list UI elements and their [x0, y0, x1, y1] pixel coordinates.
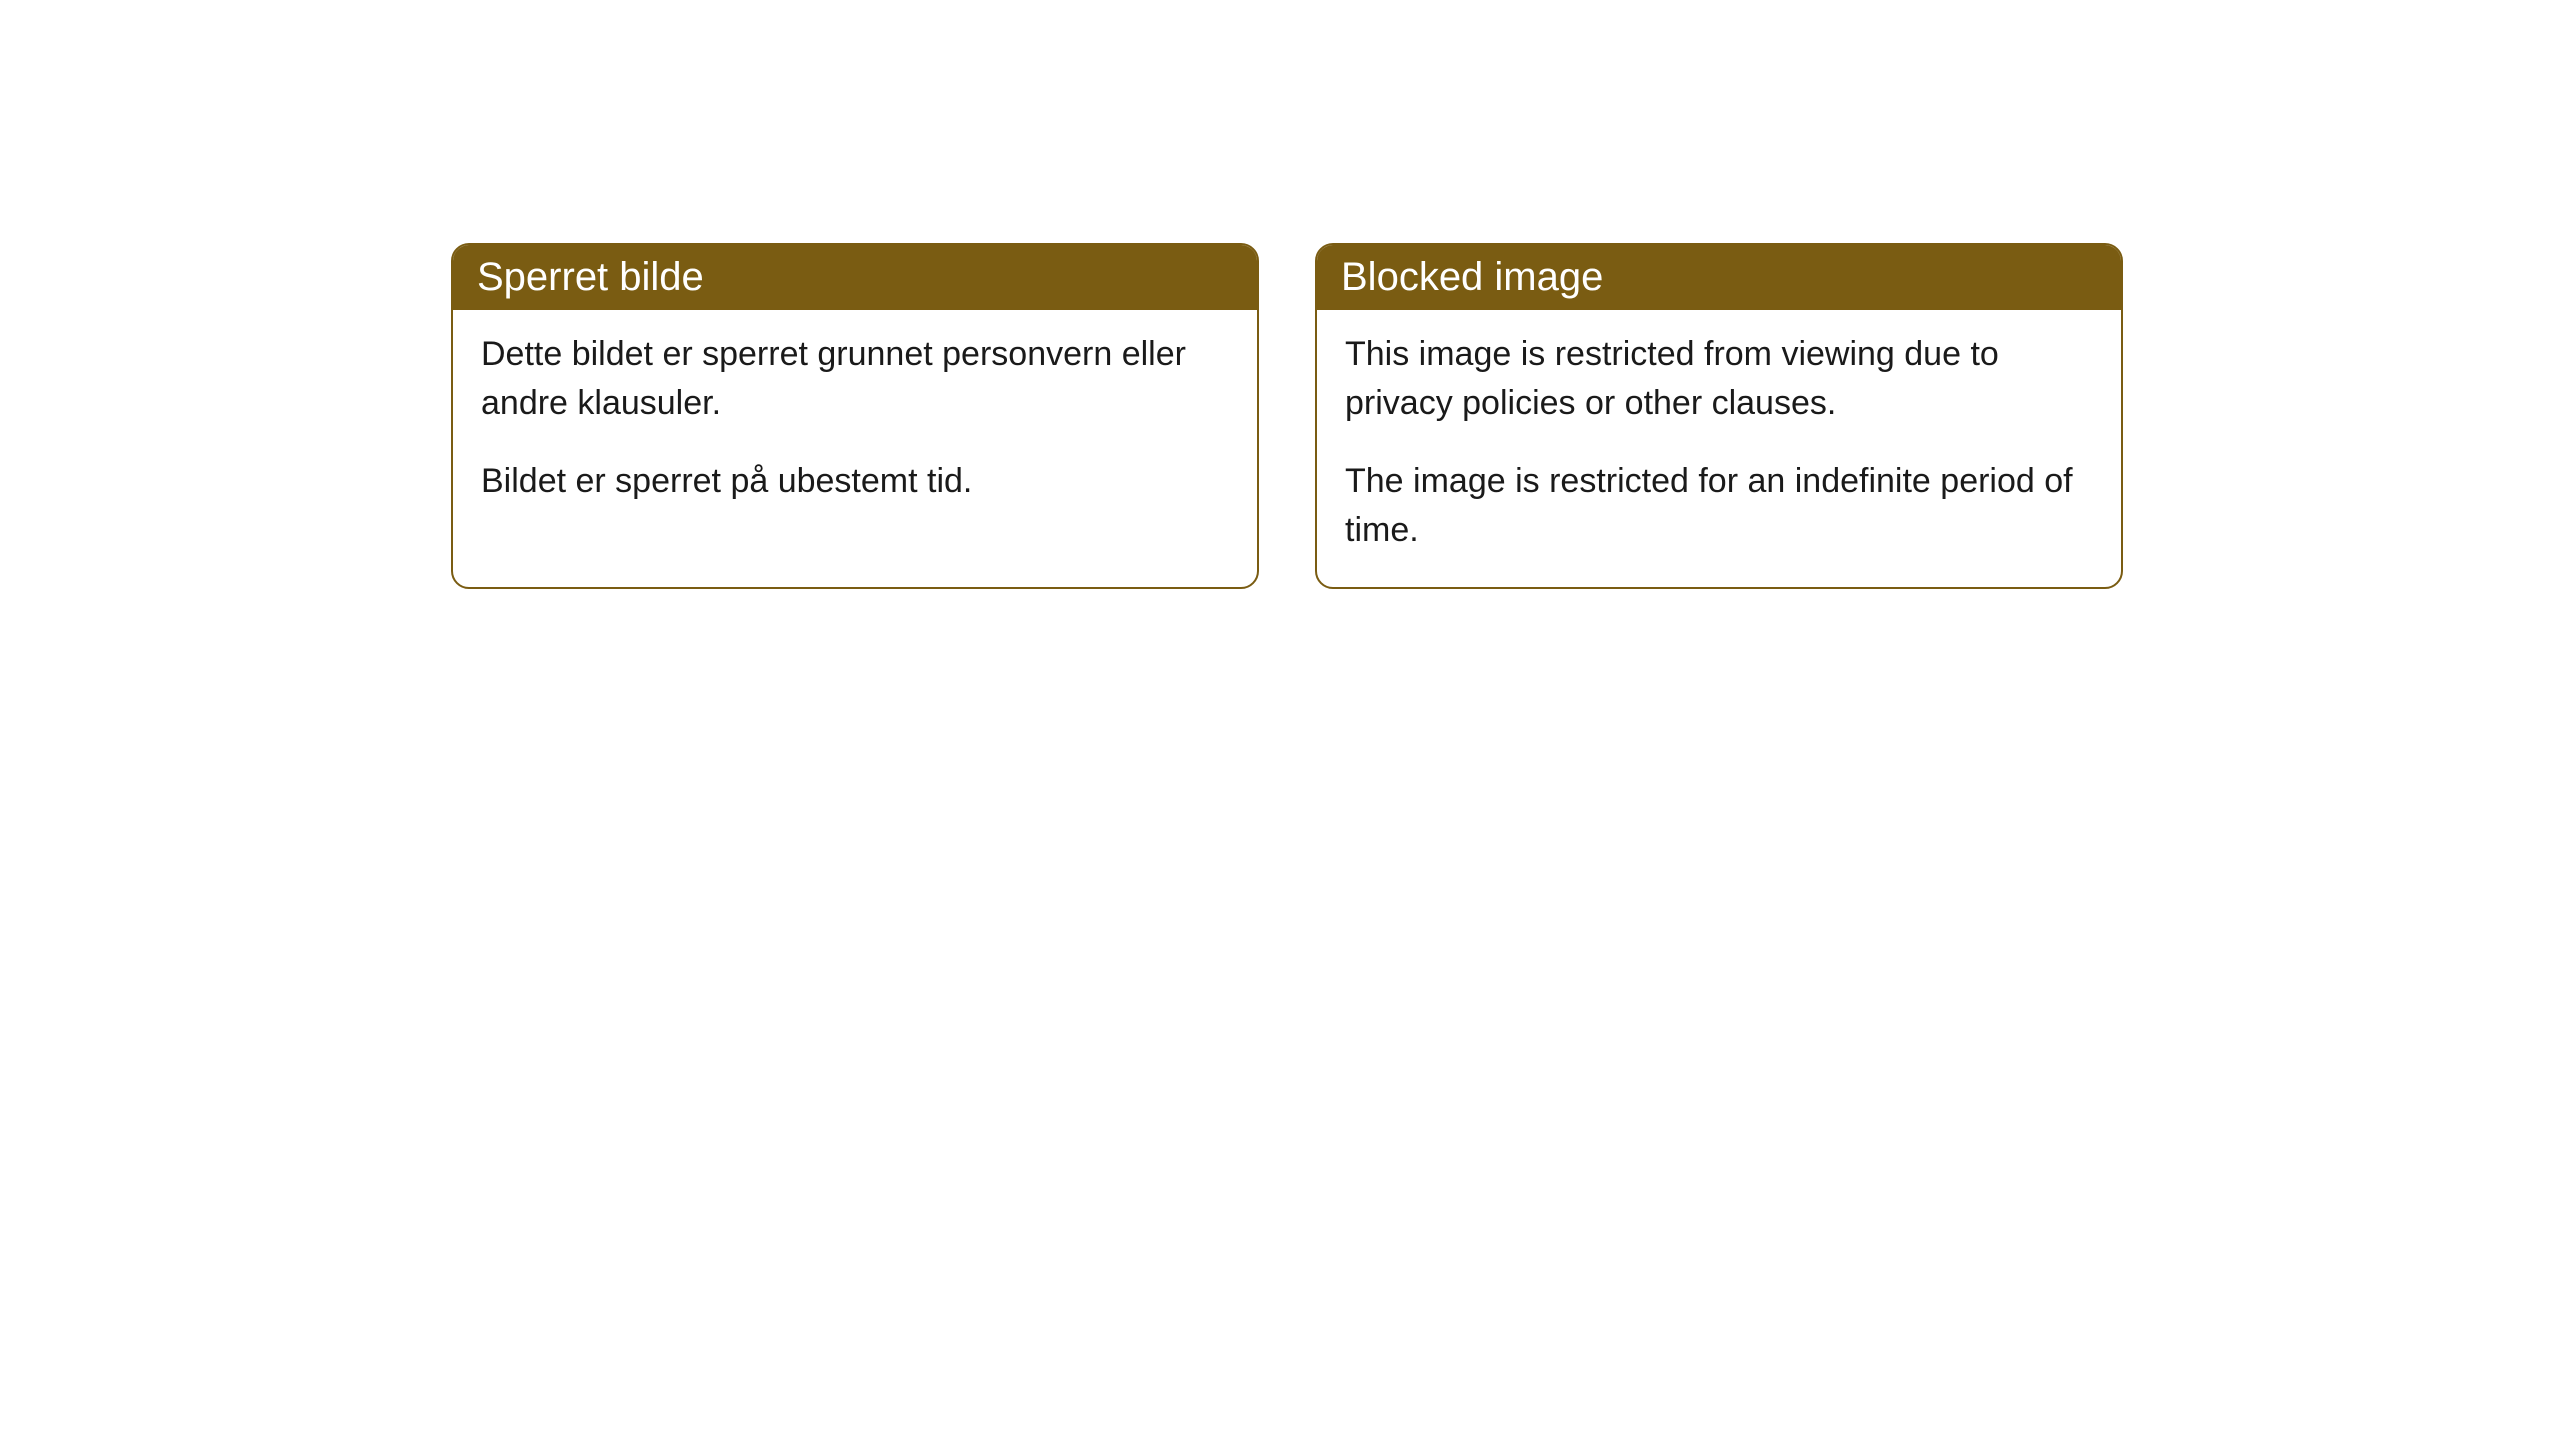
- card-paragraph: Dette bildet er sperret grunnet personve…: [481, 330, 1229, 429]
- card-header: Blocked image: [1317, 245, 2121, 310]
- notice-card-english: Blocked image This image is restricted f…: [1315, 243, 2123, 589]
- card-paragraph: Bildet er sperret på ubestemt tid.: [481, 457, 1229, 506]
- card-paragraph: The image is restricted for an indefinit…: [1345, 457, 2093, 556]
- card-paragraph: This image is restricted from viewing du…: [1345, 330, 2093, 429]
- notice-cards-container: Sperret bilde Dette bildet er sperret gr…: [451, 243, 2123, 589]
- notice-card-norwegian: Sperret bilde Dette bildet er sperret gr…: [451, 243, 1259, 589]
- card-title: Sperret bilde: [477, 255, 704, 299]
- card-title: Blocked image: [1341, 255, 1603, 299]
- card-body: Dette bildet er sperret grunnet personve…: [453, 310, 1257, 538]
- card-body: This image is restricted from viewing du…: [1317, 310, 2121, 587]
- card-header: Sperret bilde: [453, 245, 1257, 310]
